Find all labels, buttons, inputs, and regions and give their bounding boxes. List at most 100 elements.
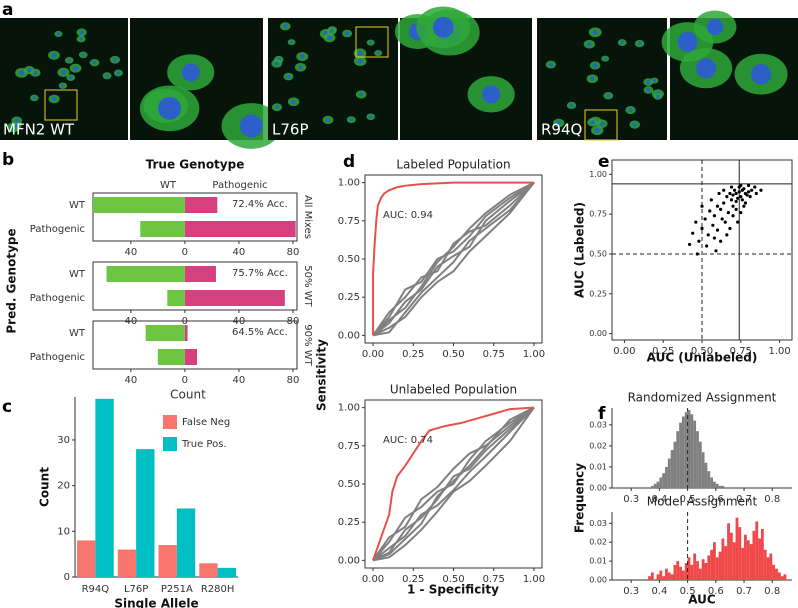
point [720,217,724,221]
image-label: R94Q [541,121,582,139]
x-tick-label: L76P [124,584,148,595]
histogram-bar [670,450,674,488]
legend-label: True Pos. [181,439,227,450]
histogram-bar [752,530,756,580]
histogram-bar [763,549,767,580]
y-tick-label: 1.00 [589,170,607,179]
histogram-bar [693,553,697,580]
histogram-bar [687,557,691,580]
y-tick-label: 0.50 [338,254,360,265]
histogram-bar [701,559,705,580]
nucleus [349,117,354,122]
x-tick-label: 0.3 [623,494,639,505]
nucleus [606,93,611,98]
point [705,244,709,248]
histogram-bar [729,532,733,580]
histogram-bar [690,414,694,488]
x-tick-label: 1.00 [523,349,545,360]
point [697,239,701,243]
point [745,193,749,197]
histogram-bar [687,410,691,488]
histogram-bar [696,431,699,488]
histogram-bar [659,477,663,488]
nucleus [592,29,598,35]
histogram-bar [659,570,663,580]
x-tick-label: 0.25 [402,349,424,360]
x-tick-label: 0.75 [730,346,752,357]
y-tick-label: Pathogenic [30,293,85,304]
nucleus [290,40,294,44]
facet-panel [92,320,298,370]
bar [157,349,185,365]
y-tick-label: 20 [57,481,70,492]
point [732,188,737,192]
y-tick-label: WT [69,200,86,211]
histogram-bar [772,564,776,580]
point [731,204,735,208]
histogram-bar [749,544,753,580]
bar [167,290,185,306]
histogram-bar [698,441,702,488]
histogram-bar [667,572,671,580]
y-tick-label: 0.50 [589,249,607,258]
histogram-bar [704,462,708,488]
nucleus [158,96,182,120]
x-tick-label: 40 [124,247,137,258]
nucleus [594,127,600,133]
histogram-bar [696,561,699,580]
legend-swatch [163,437,177,451]
roc-curve [372,406,535,562]
facet-label: All Mixes [302,195,313,239]
bar [140,221,185,237]
panel-label: c [2,397,12,417]
x-tick-label: 0.25 [402,574,424,585]
panel-label: a [2,0,13,20]
chart-title: Unlabeled Population [390,383,517,397]
nucleus [27,68,32,73]
nucleus [357,50,363,56]
nucleus [646,80,651,85]
y-tick-label: 0.75 [589,210,607,219]
histogram-bar [684,412,688,488]
y-tick-label: 1.00 [338,178,360,189]
point [736,220,740,224]
point [726,210,730,215]
x-tick-label: 0.7 [736,494,752,505]
histogram-bar [684,563,688,580]
nucleus [359,92,364,97]
x-tick-label: 0.4 [651,494,667,505]
nucleus [677,32,698,52]
point [728,226,732,231]
roc-curve [372,406,535,562]
x-tick-label: 0.00 [362,349,384,360]
histogram-bar [650,485,654,488]
y-tick-label: 0.00 [589,484,607,493]
nucleus [548,62,553,67]
x-tick-label: 0.75 [483,574,505,585]
roc-curve [372,181,535,337]
point [712,214,717,218]
nucleus [632,122,637,127]
x-tick-label: 0.00 [613,346,635,357]
x-axis-label: AUC [688,593,716,607]
histogram-bar [665,466,668,488]
point [714,249,718,253]
histogram-bar [679,566,682,580]
bar [95,398,114,577]
y-tick-label: 0.00 [338,555,360,566]
x-tick-label: 40 [233,247,246,258]
x-tick-label: R280H [201,584,235,595]
histogram-bar [718,551,722,580]
nucleus [656,94,660,99]
point [753,185,757,189]
y-tick-label: 0.25 [589,289,607,298]
point [715,228,720,232]
histogram-bar [775,568,778,580]
histogram-bar [715,483,719,488]
panel-label: d [343,152,355,172]
point [739,195,743,199]
histogram-bar [698,568,702,580]
histogram-bar [707,471,711,488]
bar [184,197,218,213]
histogram-bar [718,485,722,488]
